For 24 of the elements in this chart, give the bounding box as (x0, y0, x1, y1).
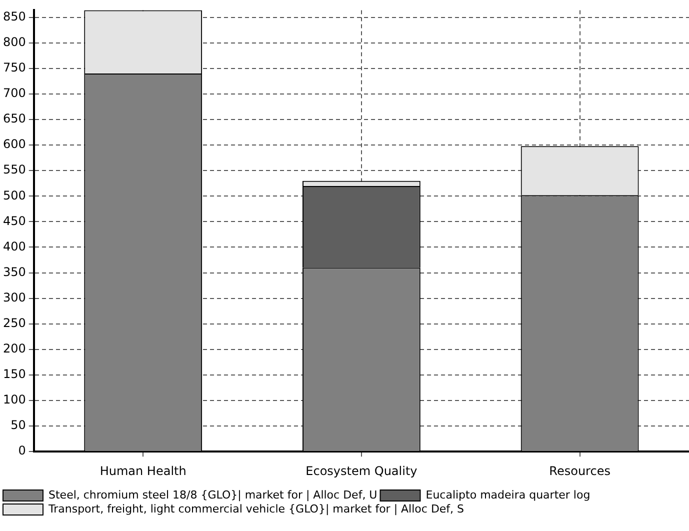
x-tick-label: Human Health (100, 464, 186, 478)
y-tick-label: 300 (3, 290, 26, 304)
y-tick-label: 650 (3, 112, 26, 126)
y-tick-label: 100 (3, 392, 26, 407)
y-tick-label: 400 (3, 239, 26, 254)
y-tick-label: 350 (3, 264, 26, 279)
y-tick-label: 250 (3, 316, 26, 330)
y-tick-label: 150 (3, 367, 26, 382)
y-tick-label: 200 (3, 342, 26, 356)
y-tick-label: 450 (3, 214, 26, 228)
y-tick-label: 50 (10, 418, 26, 432)
y-tick-label: 600 (3, 137, 26, 152)
legend-label: Transport, freight, light commercial vehicle {GLO}| market for | Alloc Def, S (48, 502, 464, 516)
y-tick-label: 800 (3, 35, 26, 50)
y-tick-label: 850 (3, 9, 26, 24)
y-tick-label: 0 (18, 444, 26, 458)
y-tick-label: 550 (3, 162, 26, 177)
x-tick-label: Ecosystem Quality (306, 464, 418, 478)
x-tick-label: Resources (549, 464, 610, 478)
legend-label: Steel, chromium steel 18/8 {GLO}| market for | Alloc Def, U (48, 488, 378, 502)
y-tick-label: 500 (3, 188, 26, 202)
y-tick-label: 700 (3, 86, 26, 100)
legend-label: Eucalipto madeira quarter log (426, 488, 590, 502)
y-tick-label: 750 (3, 60, 26, 75)
